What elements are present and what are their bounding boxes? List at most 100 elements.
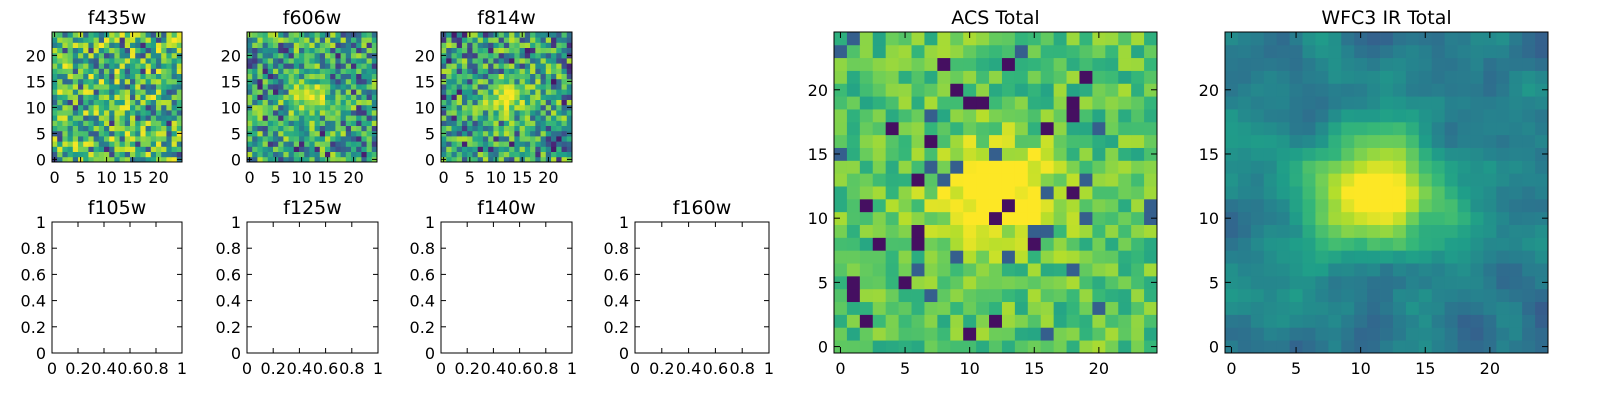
heatmap-cell xyxy=(524,73,531,80)
heatmap-cell xyxy=(340,120,347,126)
heatmap-cell xyxy=(1380,198,1394,213)
heatmap-cell xyxy=(156,94,162,100)
heatmap-cell xyxy=(83,110,89,116)
heatmap-cell xyxy=(267,104,274,111)
heatmap-cell xyxy=(67,104,74,111)
heatmap-cell xyxy=(78,146,84,152)
heatmap-cell xyxy=(950,147,964,161)
heatmap-cell xyxy=(1354,147,1368,161)
heatmap-cell xyxy=(114,68,120,74)
heatmap-cell xyxy=(252,115,258,121)
x-tick-label: 0 xyxy=(242,359,252,378)
heatmap-cell xyxy=(98,130,105,137)
heatmap-cell xyxy=(1250,109,1265,123)
heatmap-cell xyxy=(83,52,89,59)
heatmap-cell xyxy=(161,136,167,142)
heatmap-cell xyxy=(156,99,162,106)
heatmap-cell xyxy=(1131,224,1145,238)
heatmap-cell xyxy=(551,130,557,137)
heatmap-cell xyxy=(524,68,531,74)
heatmap-cell xyxy=(1405,109,1420,123)
heatmap-cell xyxy=(441,47,447,54)
heatmap-cell xyxy=(1522,147,1536,161)
heatmap-cell xyxy=(52,47,58,54)
heatmap-cell xyxy=(1341,57,1355,71)
heatmap-cell xyxy=(325,37,331,43)
heatmap-cell xyxy=(273,141,279,147)
heatmap-cell xyxy=(519,104,526,111)
heatmap-cell xyxy=(335,99,341,106)
y-tick-label: 20 xyxy=(415,46,435,65)
heatmap-cell xyxy=(1131,275,1145,290)
heatmap-cell xyxy=(1496,198,1510,213)
heatmap-cell xyxy=(482,63,489,69)
heatmap-cell xyxy=(950,83,964,97)
heatmap-cell xyxy=(340,73,347,80)
heatmap-cell xyxy=(1105,121,1119,136)
heatmap-cell xyxy=(561,89,568,95)
heatmap-cell xyxy=(273,151,279,158)
heatmap-cell xyxy=(330,47,336,54)
heatmap-cell xyxy=(561,52,568,59)
heatmap-cell xyxy=(467,136,473,142)
heatmap-cell xyxy=(319,52,326,59)
heatmap-cell xyxy=(846,288,861,303)
heatmap-cell xyxy=(135,84,141,90)
heatmap-cell xyxy=(78,110,84,116)
heatmap-cell xyxy=(1354,288,1368,303)
heatmap-cell xyxy=(1444,134,1458,148)
heatmap-cell xyxy=(509,120,515,126)
heatmap-cell xyxy=(1341,198,1355,213)
heatmap-cell xyxy=(273,37,279,43)
y-tick-label: 0 xyxy=(619,344,629,363)
heatmap-cell xyxy=(171,110,178,116)
heatmap-cell xyxy=(1392,288,1407,303)
heatmap-cell xyxy=(937,147,951,161)
heatmap-cell xyxy=(976,340,990,354)
heatmap-cell xyxy=(104,146,110,152)
heatmap-cell xyxy=(371,42,378,48)
heatmap-cell xyxy=(1431,198,1446,213)
heatmap-cell xyxy=(1392,173,1407,187)
heatmap-cell xyxy=(1431,134,1446,148)
heatmap-cell xyxy=(247,146,253,152)
heatmap-cell xyxy=(514,110,520,116)
heatmap-cell xyxy=(488,110,494,116)
heatmap-cell xyxy=(124,84,131,90)
heatmap-cell xyxy=(911,340,925,354)
heatmap-cell xyxy=(267,37,274,43)
heatmap-cell xyxy=(83,130,89,137)
heatmap-cell xyxy=(911,96,925,110)
heatmap-cell xyxy=(124,89,131,95)
heatmap-cell xyxy=(104,78,110,85)
heatmap-cell xyxy=(472,78,479,85)
heatmap-cell xyxy=(93,141,100,147)
heatmap-cell xyxy=(1263,134,1278,148)
heatmap-cell xyxy=(166,52,172,59)
heatmap-cell xyxy=(366,37,373,43)
heatmap-cell xyxy=(1522,70,1536,84)
heatmap-cell xyxy=(166,73,172,80)
heatmap-cell xyxy=(166,115,172,121)
heatmap-cell xyxy=(1276,340,1290,354)
heatmap-cell xyxy=(561,151,568,158)
heatmap-cell xyxy=(498,47,505,54)
heatmap-cell xyxy=(293,47,300,54)
heatmap-cell xyxy=(456,110,463,116)
heatmap-cell xyxy=(451,146,458,152)
heatmap-cell xyxy=(509,78,515,85)
heatmap-cell xyxy=(351,115,357,121)
heatmap-cell xyxy=(950,327,964,341)
heatmap-cell xyxy=(898,327,912,341)
heatmap-cell xyxy=(361,99,367,106)
heatmap-cell xyxy=(488,99,494,106)
heatmap-cell xyxy=(1328,134,1342,148)
heatmap-cell xyxy=(488,78,494,85)
heatmap-cell xyxy=(1079,250,1093,264)
heatmap-cell xyxy=(540,141,547,147)
heatmap-cell xyxy=(1470,314,1484,328)
heatmap-cell xyxy=(161,125,167,132)
heatmap-cell xyxy=(1522,288,1536,303)
heatmap-cell xyxy=(976,186,990,200)
heatmap-cell xyxy=(52,37,58,43)
